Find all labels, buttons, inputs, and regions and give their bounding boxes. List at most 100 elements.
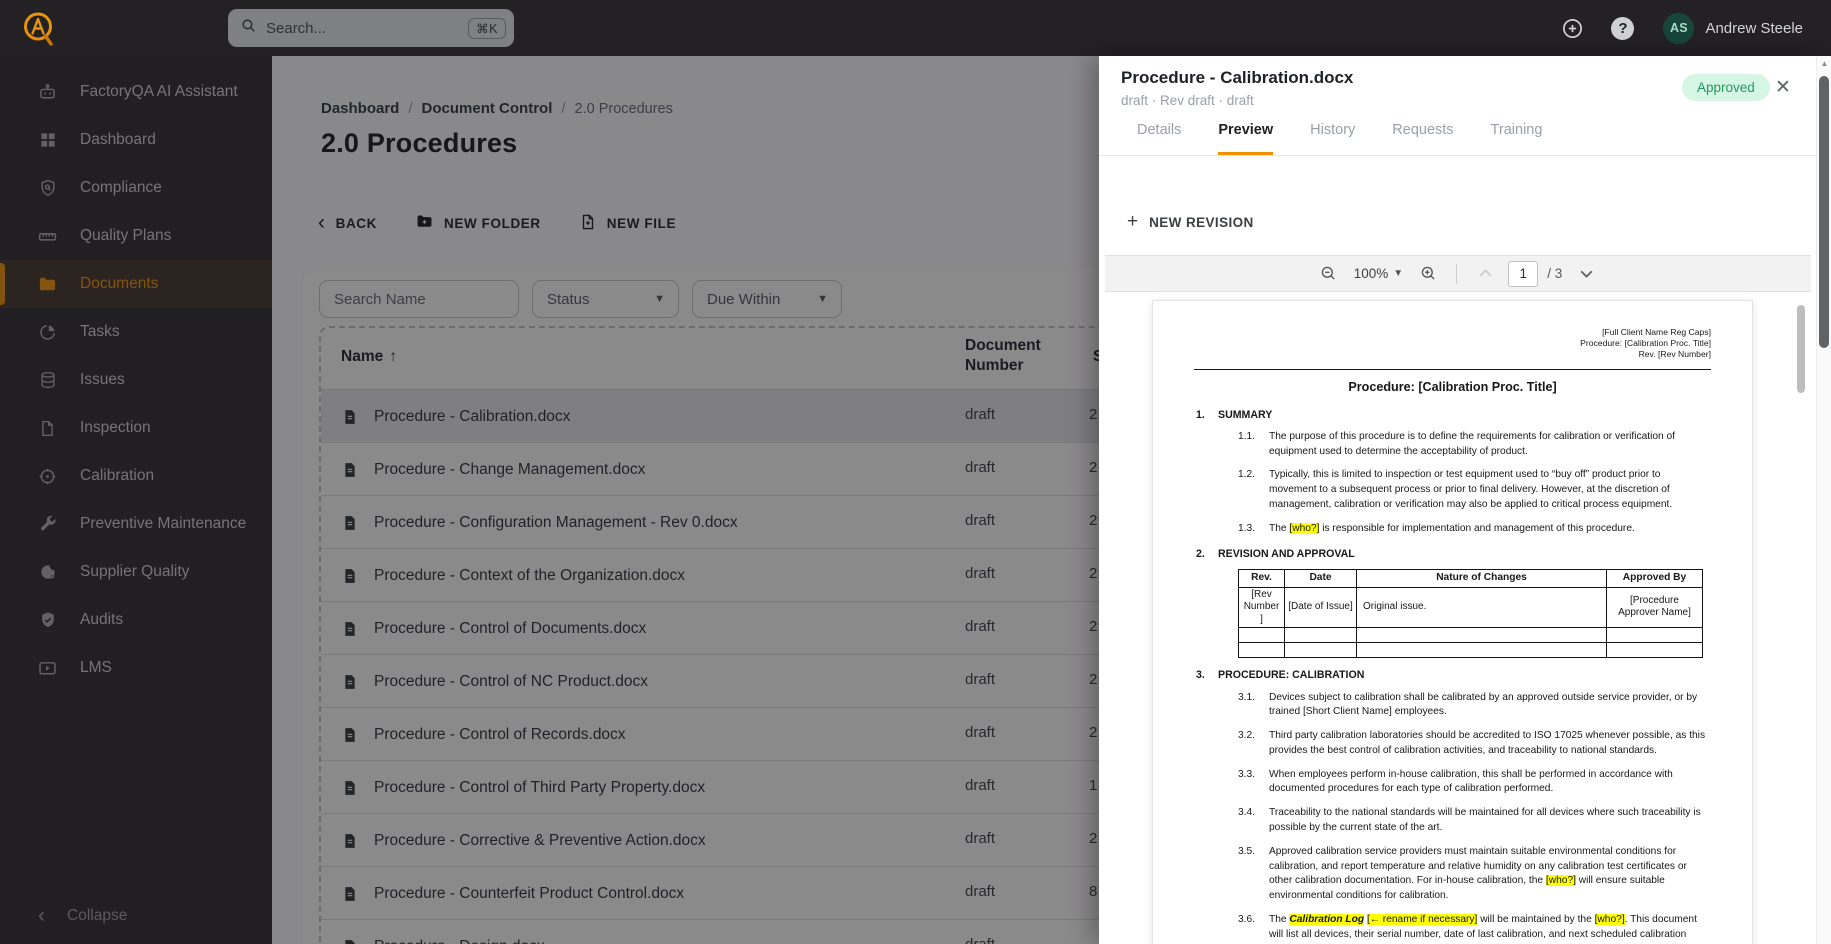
tab-training[interactable]: Training [1490, 122, 1543, 138]
sidebar-item-documents[interactable]: Documents [0, 260, 272, 308]
zoom-in-icon[interactable] [1419, 264, 1438, 283]
doc-list-item: 3.3. When employees perform in-house cali… [1238, 768, 1673, 795]
sidebar-item-inspection[interactable]: Inspection [0, 404, 272, 452]
sidebar-item-supplier-quality[interactable]: Supplier Quality [0, 548, 272, 596]
status-cell: 2 [1089, 830, 1098, 847]
doc-list-item: 3.1. Devices subject to calibration shall… [1238, 691, 1698, 718]
sidebar-item-quality-plans[interactable]: Quality Plans [0, 212, 272, 260]
document-file-icon [341, 779, 359, 797]
sidebar-item-audits[interactable]: Audits [0, 596, 272, 644]
drawer-scrollbar[interactable]: ▲ [1816, 56, 1831, 944]
avatar[interactable]: AS [1663, 12, 1695, 44]
pdf-viewer: 100% ▼ / 3 [Full Client Name Reg C [1099, 255, 1816, 944]
active-indicator [0, 263, 5, 305]
table-row[interactable]: Procedure - Context of the Organization.… [321, 549, 1705, 602]
status-cell: 2 [1089, 724, 1098, 741]
add-icon[interactable] [1561, 17, 1584, 40]
search-input[interactable] [266, 19, 469, 37]
search-name-input[interactable] [319, 280, 519, 318]
breadcrumb-document-control[interactable]: Document Control [421, 100, 553, 117]
document-name: Procedure - Change Management.docx [374, 460, 646, 478]
table-row[interactable]: Procedure - Control of Documents.docx dra… [321, 602, 1705, 655]
document-name: Procedure - Design.docx [374, 938, 545, 944]
column-header-document-number[interactable]: Document Number [965, 337, 1041, 375]
zoom-out-icon[interactable] [1319, 264, 1338, 283]
document-number-cell: draft [965, 406, 996, 423]
help-icon[interactable]: ? [1611, 16, 1635, 40]
plus-icon: + [1127, 211, 1139, 232]
drawer-subtitle: draft · Rev draft · draft [1121, 93, 1254, 108]
document-file-icon [341, 514, 359, 532]
page-number-input[interactable] [1508, 260, 1539, 287]
tab-requests[interactable]: Requests [1392, 122, 1454, 138]
monitor-play-icon [37, 658, 58, 679]
document-number-cell: draft [965, 618, 996, 635]
status-cell: 8 [1089, 883, 1098, 900]
close-icon[interactable]: ✕ [1775, 77, 1791, 98]
sort-ascending-icon: ↑ [389, 348, 397, 365]
ruler-icon [37, 226, 58, 247]
pdf-toolbar: 100% ▼ / 3 [1105, 255, 1811, 292]
table-row[interactable]: Procedure - Design.docx draft [321, 920, 1705, 944]
back-button[interactable]: ‹ BACK [318, 211, 377, 234]
folder-icon [37, 274, 58, 295]
shield-check-icon [37, 610, 58, 631]
document-name: Procedure - Configuration Management - R… [374, 513, 738, 531]
collapse-button[interactable]: ‹ Collapse [38, 904, 128, 927]
document-file-icon [341, 408, 359, 426]
sidebar-item-tasks[interactable]: Tasks [0, 308, 272, 356]
status-cell: 2 [1089, 671, 1098, 688]
scroll-up-arrow-icon[interactable]: ▲ [1820, 59, 1829, 68]
tab-details[interactable]: Details [1137, 122, 1182, 138]
table-row[interactable]: Procedure - Change Management.docx draft 2 [321, 443, 1705, 496]
file-icon [37, 418, 58, 439]
document-drawer: Procedure - Calibration.docx draft · Rev… [1099, 56, 1831, 944]
document-number-cell: draft [965, 724, 996, 741]
breadcrumb-dashboard[interactable]: Dashboard [321, 100, 400, 117]
document-name: Procedure - Corrective & Preventive Acti… [374, 831, 706, 849]
status-cell: 2 [1089, 459, 1098, 476]
document-file-icon [341, 726, 359, 744]
table-row[interactable]: Procedure - Counterfeit Product Control.… [321, 867, 1705, 920]
new-revision-button[interactable]: + NEW REVISION [1127, 211, 1254, 232]
sidebar-item-issues[interactable]: Issues [0, 356, 272, 404]
document-page: [Full Client Name Reg Caps] Procedure: [… [1152, 300, 1753, 944]
chevron-left-icon: ‹ [318, 211, 326, 234]
doc-list-item: 3.5. Approved calibration service provide… [1238, 845, 1687, 902]
user-name[interactable]: Andrew Steele [1705, 19, 1803, 37]
document-number-cell: draft [965, 777, 996, 794]
drawer-scrollbar-thumb[interactable] [1819, 76, 1829, 348]
sidebar-item-compliance[interactable]: Compliance [0, 164, 272, 212]
column-header-name[interactable]: Name ↑ [341, 348, 397, 365]
zoom-level-dropdown[interactable]: 100% ▼ [1353, 266, 1404, 281]
table-row[interactable]: Procedure - Configuration Management - R… [321, 496, 1705, 549]
sidebar-item-lms[interactable]: LMS [0, 644, 272, 692]
factoryqa-logo-icon [18, 8, 58, 48]
new-file-button[interactable]: NEW FILE [579, 213, 676, 234]
pdf-scrollbar-thumb[interactable] [1797, 305, 1805, 393]
crosshair-icon [37, 466, 58, 487]
document-file-icon [341, 885, 359, 903]
drawer-title: Procedure - Calibration.docx [1121, 68, 1354, 87]
file-plus-icon [579, 213, 597, 234]
modal-overlay[interactable] [0, 56, 1099, 944]
table-row[interactable]: Procedure - Control of Records.docx draft… [321, 708, 1705, 761]
sidebar-item-calibration[interactable]: Calibration [0, 452, 272, 500]
previous-page-icon[interactable] [1475, 263, 1496, 284]
table-row[interactable]: Procedure - Control of NC Product.docx dr… [321, 655, 1705, 708]
table-row[interactable]: Procedure - Corrective & Preventive Acti… [321, 814, 1705, 867]
status-filter[interactable]: Status ▼ [532, 280, 679, 318]
next-page-icon[interactable] [1576, 263, 1597, 284]
new-folder-button[interactable]: NEW FOLDER [415, 212, 541, 234]
status-cell: 2 [1089, 618, 1098, 635]
tab-preview[interactable]: Preview [1218, 122, 1274, 155]
revision-approval-table: Rev. Date Nature of Changes Approved By [Rev… [1238, 568, 1703, 659]
sidebar-item-factoryqa-ai-assistant[interactable]: FactoryQA AI Assistant [0, 68, 272, 116]
due-within-filter[interactable]: Due Within ▼ [692, 280, 842, 318]
sidebar-item-dashboard[interactable]: Dashboard [0, 116, 272, 164]
tab-history[interactable]: History [1310, 122, 1356, 138]
sidebar-item-preventive-maintenance[interactable]: Preventive Maintenance [0, 500, 272, 548]
document-name: Procedure - Control of NC Product.docx [374, 672, 648, 690]
table-row[interactable]: Procedure - Control of Third Party Prope… [321, 761, 1705, 814]
supplier-icon [37, 562, 58, 583]
